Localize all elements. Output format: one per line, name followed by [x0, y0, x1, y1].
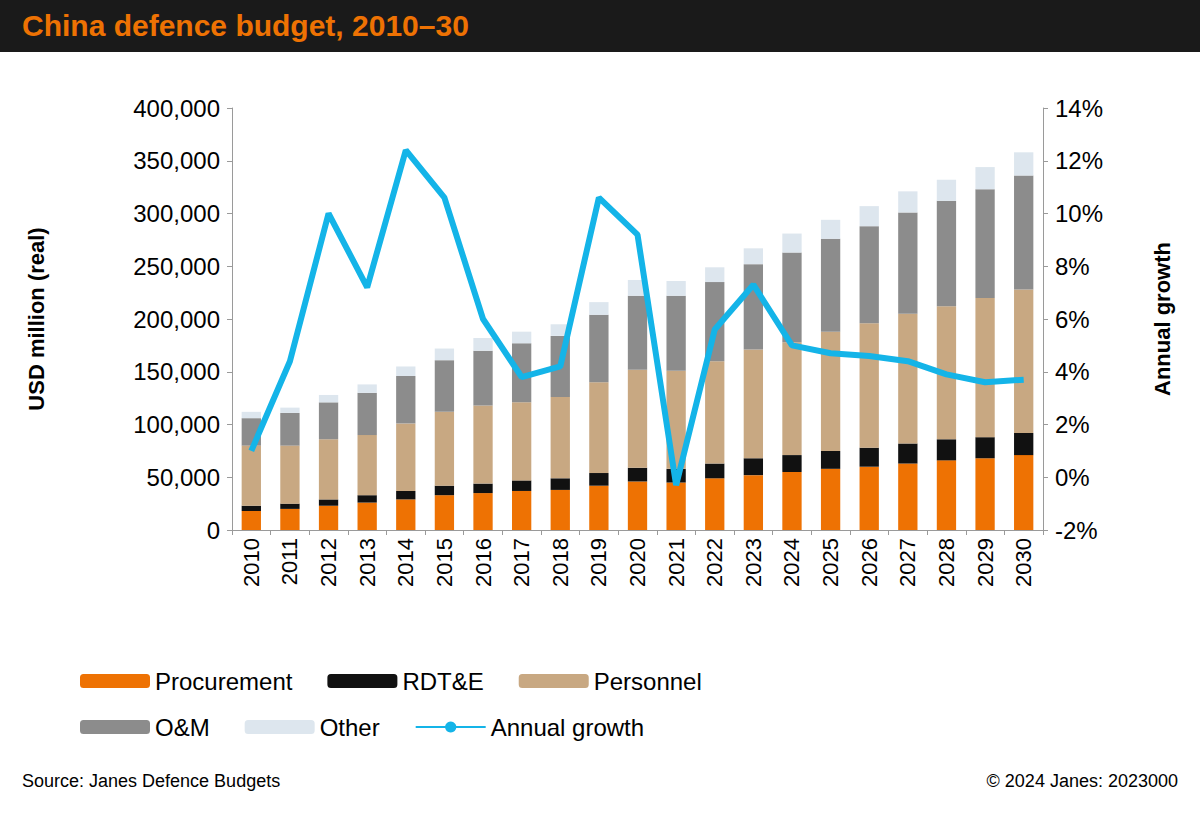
svg-text:2017: 2017	[509, 538, 534, 587]
svg-text:50,000: 50,000	[147, 464, 220, 491]
svg-text:2019: 2019	[586, 538, 611, 587]
svg-text:2015: 2015	[432, 538, 457, 587]
svg-text:100,000: 100,000	[133, 411, 220, 438]
svg-text:0: 0	[207, 517, 220, 544]
svg-text:150,000: 150,000	[133, 358, 220, 385]
svg-text:2012: 2012	[316, 538, 341, 587]
svg-text:0%: 0%	[1055, 464, 1090, 491]
svg-text:© 2024 Janes: 2023000: © 2024 Janes: 2023000	[987, 771, 1178, 791]
svg-text:2018: 2018	[548, 538, 573, 587]
svg-text:2011: 2011	[277, 538, 302, 585]
svg-text:8%: 8%	[1055, 253, 1090, 280]
svg-text:-2%: -2%	[1055, 517, 1098, 544]
svg-text:Annual growth: Annual growth	[1150, 242, 1175, 396]
svg-text:300,000: 300,000	[133, 200, 220, 227]
html-text:China defence budget, 2010–30: China defence budget, 2010–30	[22, 9, 469, 42]
svg-text:4%: 4%	[1055, 358, 1090, 385]
svg-text:RDT&E: RDT&E	[402, 668, 483, 695]
svg-text:250,000: 250,000	[133, 253, 220, 280]
svg-text:2029: 2029	[973, 538, 998, 587]
svg-text:2024: 2024	[779, 538, 804, 587]
svg-text:350,000: 350,000	[133, 147, 220, 174]
svg-text:2%: 2%	[1055, 411, 1090, 438]
svg-text:2021: 2021	[664, 538, 689, 587]
svg-text:2014: 2014	[393, 538, 418, 587]
svg-text:400,000: 400,000	[133, 95, 220, 122]
svg-text:2010: 2010	[239, 538, 264, 587]
svg-text:Other: Other	[320, 714, 380, 741]
svg-text:O&M: O&M	[155, 714, 210, 741]
svg-text:2023: 2023	[741, 538, 766, 587]
svg-text:12%: 12%	[1055, 147, 1103, 174]
svg-text:10%: 10%	[1055, 200, 1103, 227]
svg-text:2013: 2013	[355, 538, 380, 587]
svg-text:200,000: 200,000	[133, 306, 220, 333]
svg-text:2028: 2028	[934, 538, 959, 587]
svg-text:14%: 14%	[1055, 95, 1103, 122]
svg-text:Procurement: Procurement	[155, 668, 293, 695]
svg-text:USD million (real): USD million (real)	[24, 227, 49, 410]
svg-text:6%: 6%	[1055, 306, 1090, 333]
svg-text:2020: 2020	[625, 538, 650, 587]
svg-text:Source: Janes Defence Budgets: Source: Janes Defence Budgets	[22, 771, 280, 791]
svg-text:2030: 2030	[1011, 538, 1036, 587]
svg-text:2022: 2022	[702, 538, 727, 587]
svg-text:Annual growth: Annual growth	[491, 714, 644, 741]
svg-text:2027: 2027	[895, 538, 920, 587]
svg-text:Personnel: Personnel	[594, 668, 702, 695]
svg-text:2016: 2016	[471, 538, 496, 587]
svg-text:2026: 2026	[857, 538, 882, 587]
svg-text:2025: 2025	[818, 538, 843, 587]
